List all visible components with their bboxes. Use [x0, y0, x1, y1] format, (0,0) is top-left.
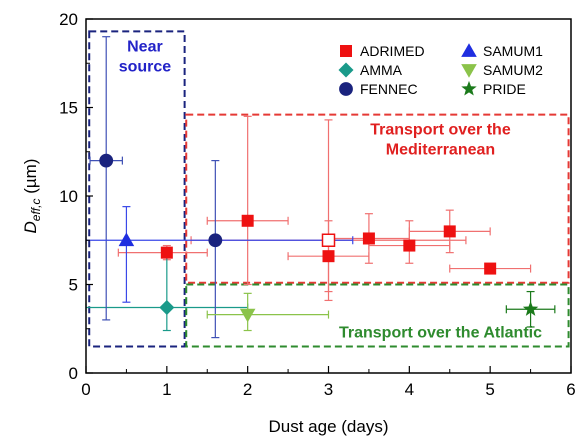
x-tick-label: 4	[405, 380, 414, 399]
point-adrimed	[484, 262, 497, 275]
point-samum2	[239, 308, 256, 323]
y-tick-label: 0	[69, 364, 78, 383]
legend-marker-samum1	[461, 43, 477, 57]
region-transport-atlantic	[185, 283, 570, 348]
point-adrimed	[322, 250, 335, 263]
legend-label-pride: PRIDE	[483, 81, 526, 97]
legend-marker-adrimed	[340, 45, 352, 57]
y-tick-label: 10	[59, 187, 78, 206]
regions: Near source Transport over the Mediterranea…	[88, 30, 570, 348]
point-pride	[522, 301, 539, 316]
x-tick-label: 1	[162, 380, 171, 399]
region-label-transport-mediterranean: Mediterranean	[386, 142, 495, 159]
region-label-near-source: Near	[127, 38, 163, 55]
y-axis-label-main: D	[21, 221, 40, 233]
y-tick-label: 15	[59, 99, 78, 118]
legend-label-adrimed: ADRIMED	[360, 43, 425, 59]
x-tick-label: 5	[485, 380, 494, 399]
y-tick-label: 20	[59, 10, 78, 29]
x-tick-label: 3	[324, 380, 333, 399]
region-label-transport-mediterranean: Transport over the	[370, 122, 511, 139]
point-fennec	[99, 153, 114, 168]
point-adrimed	[241, 214, 254, 227]
x-tick-label: 6	[566, 380, 575, 399]
y-axis-label-sub: eff,c	[29, 199, 43, 222]
y-tick-label: 5	[69, 276, 78, 295]
y-axis-label-unit: (µm)	[21, 159, 40, 199]
legend-label-amma: AMMA	[360, 62, 403, 78]
legend-label-samum2: SAMUM2	[483, 62, 543, 78]
region-transport-mediterranean	[185, 113, 570, 284]
point-samum1	[118, 232, 135, 247]
point-adrimed	[403, 239, 416, 252]
ticks: 0 1 2 3 4 5 6 0 5 10 15 20	[59, 10, 576, 399]
legend-marker-pride	[461, 80, 477, 96]
legend-marker-amma	[338, 62, 354, 78]
y-axis-label: Deff,c (µm)	[21, 159, 43, 234]
point-amma	[159, 300, 175, 316]
region-label-transport-atlantic: Transport over the Atlantic	[339, 324, 542, 341]
x-axis-label: Dust age (days)	[269, 417, 389, 436]
point-adrimed	[362, 232, 375, 245]
region-near-source	[88, 30, 186, 348]
legend-label-samum1: SAMUM1	[483, 43, 543, 59]
legend-marker-samum2	[461, 64, 477, 78]
region-label-near-source: source	[119, 58, 172, 75]
x-tick-label: 2	[243, 380, 252, 399]
point-adrimed	[321, 233, 336, 247]
markers	[99, 153, 539, 323]
legend-label-fennec: FENNEC	[360, 81, 418, 97]
point-adrimed	[443, 225, 456, 238]
point-adrimed	[160, 246, 173, 259]
legend: ADRIMED AMMA FENNEC SAMUM1 SAMUM2 PRIDE	[338, 43, 543, 97]
x-tick-label: 0	[81, 380, 90, 399]
point-fennec	[208, 233, 223, 248]
legend-marker-fennec	[339, 82, 353, 96]
